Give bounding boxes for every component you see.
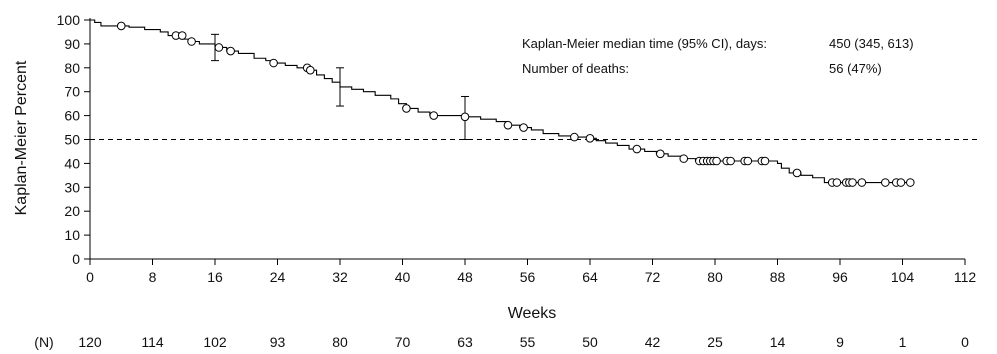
censor-marker xyxy=(187,37,196,46)
x-tick-label: 16 xyxy=(207,269,223,285)
risk-table-value: 0 xyxy=(961,334,969,350)
x-tick-label: 8 xyxy=(149,269,157,285)
censor-marker xyxy=(857,178,867,187)
y-tick-label: 30 xyxy=(64,179,80,195)
censor-marker xyxy=(712,156,721,166)
y-tick-label: 40 xyxy=(64,155,80,171)
censor-marker xyxy=(832,178,842,187)
x-tick-label: 40 xyxy=(395,269,411,285)
censor-marker xyxy=(214,43,224,52)
y-tick-label: 20 xyxy=(64,203,80,219)
censor-marker xyxy=(896,178,906,187)
x-tick-label: 88 xyxy=(770,269,786,285)
censor-marker xyxy=(570,132,579,142)
censor-marker xyxy=(226,46,235,56)
censor-markers xyxy=(116,21,915,187)
x-tick-label: 80 xyxy=(707,269,723,285)
axes xyxy=(89,18,965,260)
x-tick-label: 32 xyxy=(332,269,348,285)
censor-marker xyxy=(429,111,439,120)
censor-marker xyxy=(792,168,802,178)
x-tick-label: 56 xyxy=(520,269,536,285)
censor-marker xyxy=(503,120,513,130)
risk-table-value: 114 xyxy=(141,334,164,350)
annotation-box: Kaplan-Meier median time (95% CI), days:… xyxy=(522,36,914,76)
censor-marker xyxy=(906,178,915,187)
y-tick-label: 10 xyxy=(64,227,80,243)
x-tick-label: 0 xyxy=(86,269,94,285)
risk-table-value: 25 xyxy=(707,334,723,350)
y-tick-label: 50 xyxy=(64,132,80,148)
risk-table-value: 80 xyxy=(332,334,348,350)
annotation-deaths-value: 56 (47%) xyxy=(829,61,882,76)
y-tick-label: 90 xyxy=(64,36,80,52)
censor-marker xyxy=(848,178,857,187)
annotation-deaths-label: Number of deaths: xyxy=(522,61,629,76)
risk-table-value: 93 xyxy=(270,334,286,350)
censor-marker xyxy=(632,144,642,154)
x-tick-label: 112 xyxy=(954,269,977,285)
censor-marker xyxy=(743,156,753,166)
y-tick-label: 100 xyxy=(57,12,81,28)
censor-marker xyxy=(881,178,890,187)
x-tick-label: 104 xyxy=(891,269,915,285)
censor-marker xyxy=(116,21,126,31)
censor-marker xyxy=(269,58,278,68)
annotation-median-label: Kaplan-Meier median time (95% CI), days: xyxy=(522,36,767,51)
risk-table-value: 55 xyxy=(520,334,536,350)
confidence-bars xyxy=(211,33,469,140)
x-axis-label: Weeks xyxy=(508,305,557,322)
x-tick-label: 24 xyxy=(270,269,286,285)
censor-marker xyxy=(402,104,411,113)
censor-marker xyxy=(177,31,187,40)
y-tick-label: 70 xyxy=(64,84,80,100)
x-tick-label: 96 xyxy=(832,269,848,285)
censor-marker xyxy=(679,154,689,163)
y-tick-label: 60 xyxy=(64,108,80,124)
risk-table-value: 50 xyxy=(582,334,598,350)
x-tick-label: 64 xyxy=(582,269,598,285)
risk-table-label: (N) xyxy=(34,334,53,350)
risk-table-value: 120 xyxy=(78,334,102,350)
y-axis-label: Kaplan-Meier Percent xyxy=(13,60,30,215)
censor-marker xyxy=(460,112,470,122)
censor-marker xyxy=(585,134,595,143)
risk-table-value: 9 xyxy=(836,334,844,350)
annotation-median-value: 450 (345, 613) xyxy=(829,36,914,51)
censor-marker xyxy=(760,156,770,166)
risk-table-value: 42 xyxy=(645,334,661,350)
y-tick-label: 0 xyxy=(72,251,80,267)
risk-table-value: 1 xyxy=(899,334,907,350)
censor-marker xyxy=(306,65,315,75)
censor-marker xyxy=(656,149,665,159)
censor-marker xyxy=(726,156,735,166)
survival-curve xyxy=(90,19,911,184)
y-tick-label: 80 xyxy=(64,60,80,76)
x-tick-label: 48 xyxy=(457,269,473,285)
survival-step-line xyxy=(90,19,911,184)
x-tick-label: 72 xyxy=(645,269,661,285)
risk-table-value: 14 xyxy=(770,334,786,350)
axis-ticks: 0 10 20 30 40 50 60 70 80 90 100 0 8 16 24 32 40 48 56 64 72… xyxy=(57,12,977,285)
risk-table-value: 70 xyxy=(395,334,411,350)
risk-table: (N) 120 114 102 93 80 70 63 55 50 42 25 14 9 1 0 xyxy=(34,334,969,350)
risk-table-value: 63 xyxy=(457,334,473,350)
risk-table-value: 102 xyxy=(203,334,227,350)
censor-marker xyxy=(519,123,528,132)
